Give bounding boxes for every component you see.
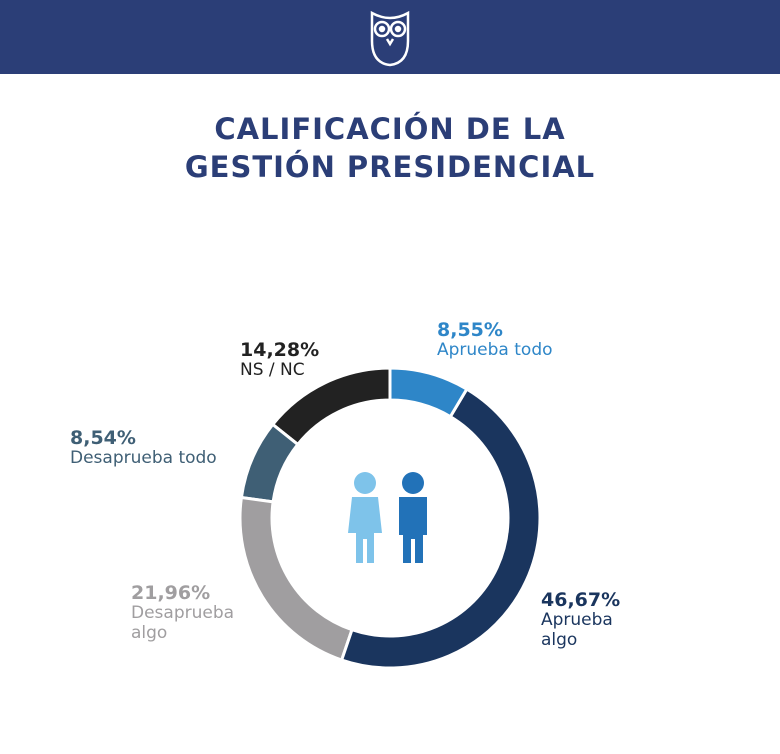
donut-segment: [339, 387, 542, 670]
category-label: Desaprueba algo: [131, 603, 235, 643]
donut-segment: [239, 422, 300, 504]
category-label: NS / NC: [240, 360, 305, 380]
segment-label: 46,67% Aprueba algo: [541, 590, 631, 650]
value-label: 8,55%: [437, 319, 503, 341]
value-label: 8,54%: [70, 427, 136, 449]
category-label: Aprueba algo: [541, 610, 613, 650]
value-label: 21,96%: [131, 582, 211, 604]
segment-label: 8,54% Desaprueba todo: [70, 428, 270, 468]
segment-label: 21,96% Desaprueba algo: [131, 583, 256, 643]
donut-segment: [388, 366, 469, 419]
donut-segment: [238, 495, 354, 662]
category-label: Aprueba todo: [437, 340, 553, 360]
people-icon: [348, 472, 427, 563]
value-label: 46,67%: [541, 589, 621, 611]
value-label: 14,28%: [240, 339, 320, 361]
segment-label: 14,28% NS / NC: [240, 340, 340, 380]
segment-label: 8,55% Aprueba todo: [437, 320, 637, 360]
header-bar: [0, 0, 780, 74]
logo: [370, 10, 410, 67]
chart-title: CALIFICACIÓN DE LA GESTIÓN PRESIDENCIAL: [184, 112, 596, 184]
category-label: Desaprueba todo: [70, 448, 217, 468]
